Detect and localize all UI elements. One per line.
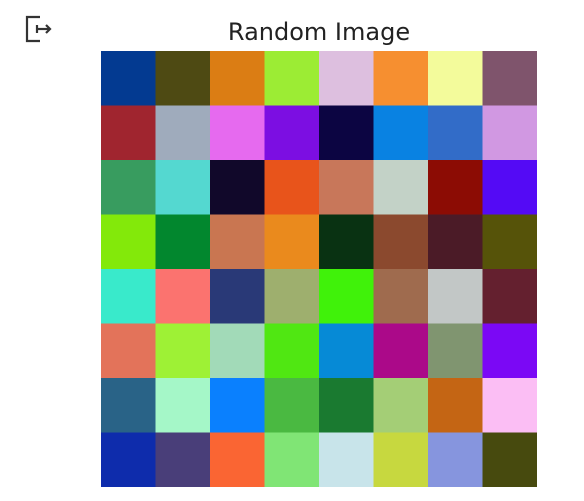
heatmap-cell-r6-c4 (319, 378, 374, 433)
heatmap-cell-r6-c1 (155, 378, 211, 433)
heatmap-cell-r7-c0 (101, 432, 156, 487)
heatmap-cell-r4-c0 (101, 269, 156, 324)
heatmap-cell-r3-c1 (155, 214, 211, 270)
heatmap-cell-r1-c2 (210, 105, 265, 161)
heatmap-cell-r6-c0 (101, 378, 156, 433)
heatmap-cell-r6-c2 (210, 378, 265, 433)
heatmap-cell-r2-c6 (428, 160, 483, 215)
heatmap-cell-r1-c3 (264, 105, 320, 161)
heatmap-cell-r3-c3 (264, 214, 320, 270)
heatmap-cell-r2-c2 (210, 160, 265, 215)
output-redirect-icon[interactable] (24, 14, 56, 44)
heatmap-cell-r2-c3 (264, 160, 320, 215)
heatmap-cell-r4-c5 (373, 269, 429, 324)
heatmap-cell-r4-c3 (264, 269, 320, 324)
heatmap-cell-r3-c2 (210, 214, 265, 270)
heatmap-cell-r7-c7 (482, 432, 537, 487)
heatmap-cell-r2-c1 (155, 160, 211, 215)
heatmap-cell-r3-c7 (482, 214, 537, 270)
heatmap-cell-r2-c0 (101, 160, 156, 215)
heatmap-cell-r1-c7 (482, 105, 537, 161)
heatmap-cell-r5-c0 (101, 323, 156, 379)
heatmap-cell-r5-c5 (373, 323, 429, 379)
output-redirect-icon-svg (25, 15, 52, 43)
heatmap-cell-r7-c5 (373, 432, 429, 487)
heatmap-cell-r4-c4 (319, 269, 374, 324)
heatmap-cell-r4-c1 (155, 269, 211, 324)
heatmap-cell-r5-c3 (264, 323, 320, 379)
heatmap-cell-r5-c1 (155, 323, 211, 379)
chart-title: Random Image (227, 18, 411, 46)
heatmap-cell-r0-c5 (373, 51, 429, 106)
heatmap-cell-r5-c2 (210, 323, 265, 379)
heatmap-image (101, 51, 537, 487)
heatmap-cell-r4-c6 (428, 269, 483, 324)
heatmap-cell-r7-c2 (210, 432, 265, 487)
heatmap-cell-r3-c6 (428, 214, 483, 270)
heatmap-cell-r6-c7 (482, 378, 537, 433)
heatmap-cell-r5-c7 (482, 323, 537, 379)
heatmap-cell-r3-c0 (101, 214, 156, 270)
heatmap-cell-r7-c1 (155, 432, 211, 487)
heatmap-cell-r6-c6 (428, 378, 483, 433)
heatmap-cell-r4-c7 (482, 269, 537, 324)
heatmap-cell-r7-c3 (264, 432, 320, 487)
heatmap-cell-r0-c4 (319, 51, 374, 106)
heatmap-cell-r2-c4 (319, 160, 374, 215)
heatmap-cell-r3-c5 (373, 214, 429, 270)
heatmap-cell-r0-c1 (155, 51, 211, 106)
heatmap-cell-r3-c4 (319, 214, 374, 270)
heatmap-cell-r0-c3 (264, 51, 320, 106)
heatmap-cell-r7-c6 (428, 432, 483, 487)
heatmap-cell-r4-c2 (210, 269, 265, 324)
heatmap-cell-r1-c4 (319, 105, 374, 161)
heatmap-cell-r1-c6 (428, 105, 483, 161)
heatmap-cell-r6-c3 (264, 378, 320, 433)
heatmap-cell-r1-c0 (101, 105, 156, 161)
heatmap-cell-r5-c6 (428, 323, 483, 379)
heatmap-cell-r2-c7 (482, 160, 537, 215)
heatmap-cell-r0-c0 (101, 51, 156, 106)
heatmap-cell-r0-c6 (428, 51, 483, 106)
heatmap-cell-r0-c2 (210, 51, 265, 106)
heatmap-cell-r1-c5 (373, 105, 429, 161)
heatmap-cell-r0-c7 (482, 51, 537, 106)
heatmap-cell-r2-c5 (373, 160, 429, 215)
heatmap-cell-r6-c5 (373, 378, 429, 433)
heatmap-cell-r5-c4 (319, 323, 374, 379)
heatmap-cell-r7-c4 (319, 432, 374, 487)
heatmap-cell-r1-c1 (155, 105, 211, 161)
